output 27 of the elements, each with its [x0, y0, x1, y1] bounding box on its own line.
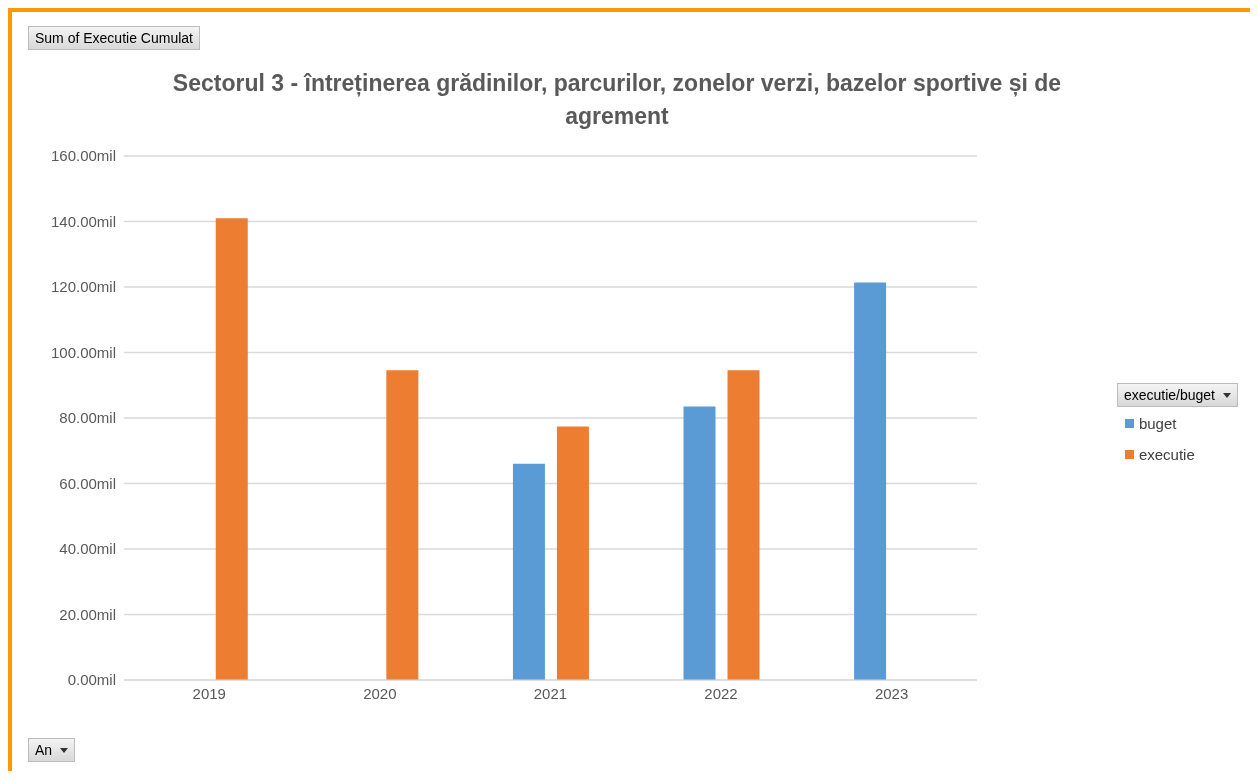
x-tick-label: 2020	[363, 684, 397, 702]
x-tick-label: 2019	[192, 684, 226, 702]
y-tick-label: 140.00mil	[50, 212, 116, 230]
x-tick-label: 2023	[874, 684, 909, 702]
x-tick-label: 2021	[533, 684, 568, 702]
y-tick-label: 120.00mil	[50, 278, 116, 296]
chart-title: Sectorul 3 - întreținerea grădinilor, parcurilor, zonelor verzi, bazelor sportive și de agrement	[171, 69, 1063, 131]
bar	[683, 406, 716, 680]
legend-label: buget	[1137, 415, 1178, 432]
y-tick-label: 40.00mil	[59, 540, 116, 558]
text: Sum of Executie Cumulat	[28, 26, 200, 50]
y-tick-label: 0.00mil	[67, 671, 116, 689]
bar	[556, 426, 589, 680]
y-tick-label: 80.00mil	[59, 409, 116, 427]
bar	[727, 370, 760, 680]
y-tick-label: 100.00mil	[50, 343, 116, 361]
y-tick-label: 160.00mil	[50, 147, 116, 165]
bar	[512, 463, 545, 680]
y-tick-label: 20.00mil	[59, 605, 116, 623]
bar	[386, 370, 419, 680]
bar	[854, 282, 887, 680]
legend-title: executie/buget	[1116, 383, 1238, 407]
y-tick-label: 60.00mil	[59, 474, 116, 492]
bar	[215, 218, 248, 680]
text: An	[28, 738, 76, 762]
legend-label: executie	[1137, 446, 1196, 463]
x-tick-label: 2022	[704, 684, 738, 702]
